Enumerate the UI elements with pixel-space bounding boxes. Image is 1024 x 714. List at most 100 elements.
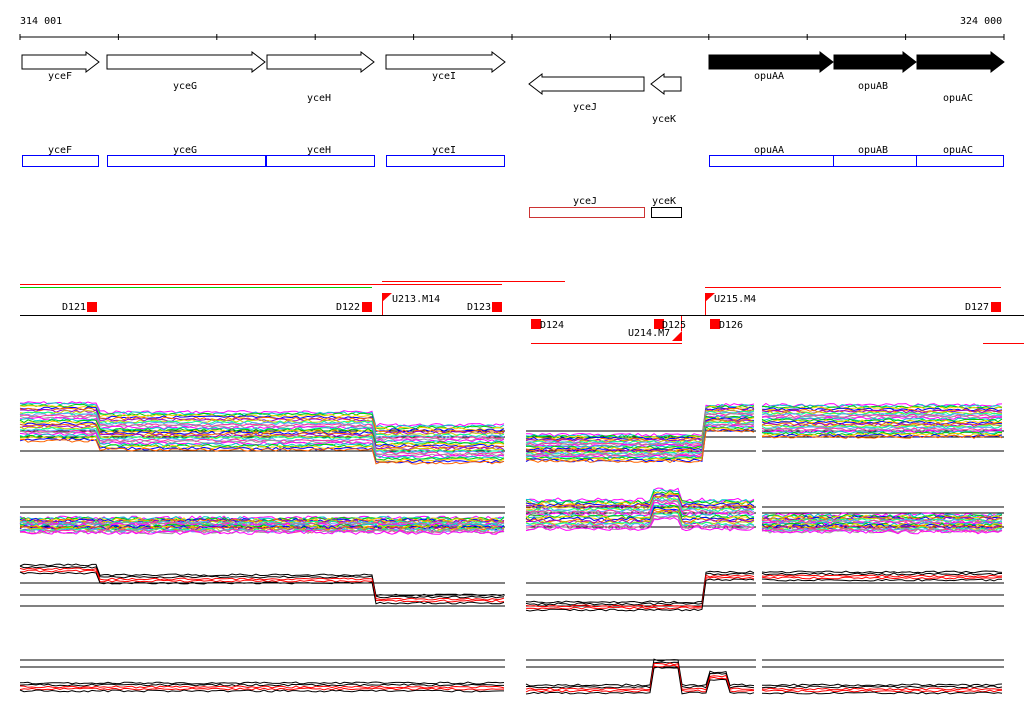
gene-arrow-opuAB[interactable]: [833, 50, 917, 74]
feature-label: D125: [662, 320, 686, 331]
gene-label: yceJ: [573, 196, 597, 207]
expression-line: [19, 689, 504, 693]
promoter-U214-flag-icon[interactable]: [672, 331, 682, 341]
expression-line: [525, 574, 755, 608]
expression-line: [19, 418, 505, 444]
expression-line: [525, 496, 755, 512]
expression-line: [761, 523, 1003, 529]
gene-box-opuAB[interactable]: [833, 155, 917, 167]
ruler-end-label: 324 000: [960, 16, 1002, 27]
expression-line: [525, 666, 755, 695]
expression-line: [526, 403, 755, 438]
expression-line: [525, 487, 755, 503]
gene-label: yceF: [48, 145, 72, 156]
feature-label: U213.M14: [392, 294, 440, 305]
gene-box-yceH[interactable]: [266, 155, 375, 167]
expression-line: [19, 569, 505, 603]
expression-line: [525, 662, 755, 691]
terminator-D122-marker[interactable]: [362, 302, 372, 312]
expression-line: [525, 423, 755, 458]
terminator-D121-marker[interactable]: [87, 302, 97, 312]
terminator-D126-marker[interactable]: [710, 319, 720, 329]
feature-track: D121 D122 U213.M14 D123 D124 D125 U214.M…: [20, 281, 1024, 344]
feature-label: D121: [62, 302, 86, 313]
terminator-D127-marker[interactable]: [991, 302, 1001, 312]
expression-line: [525, 576, 755, 610]
gene-label: yceK: [652, 114, 676, 125]
expression-line: [19, 425, 505, 452]
terminator-D124-marker[interactable]: [531, 319, 541, 329]
gene-arrow-opuAC[interactable]: [916, 50, 1005, 74]
gene-label: opuAB: [858, 81, 888, 92]
expression-line: [525, 429, 755, 464]
expression-line: [525, 572, 755, 606]
expression-line: [19, 681, 505, 685]
expression-line: [761, 406, 1003, 411]
gene-label: opuAC: [943, 93, 973, 104]
gene-box-yceK[interactable]: [651, 207, 682, 218]
promoter-U215-flag-icon[interactable]: [705, 293, 715, 302]
gene-box-opuAA[interactable]: [709, 155, 834, 167]
gene-box-yceG[interactable]: [107, 155, 266, 167]
expression-line: [525, 500, 754, 516]
expression-line: [525, 496, 755, 513]
promoter-U213-flag-icon[interactable]: [382, 293, 392, 302]
expression-profiles: [19, 401, 1004, 695]
expression-line: [761, 683, 1003, 687]
expression-line: [761, 570, 1003, 574]
expression-line: [761, 572, 1002, 576]
gene-arrow-yceK[interactable]: [650, 72, 682, 96]
terminator-D123-marker[interactable]: [492, 302, 502, 312]
gene-box-yceJ[interactable]: [529, 207, 645, 218]
gene-box-yceF[interactable]: [22, 155, 99, 167]
gene-arrow-yceF[interactable]: [21, 50, 100, 74]
gene-box-labels-forward: yceF yceG yceH yceI opuAA opuAB opuAC: [48, 145, 973, 156]
gene-arrow-yceG[interactable]: [106, 50, 266, 74]
expression-line: [19, 683, 504, 687]
feature-label: D124: [540, 320, 564, 331]
gene-label: opuAC: [943, 145, 973, 156]
expression-line: [19, 436, 505, 463]
expression-line: [19, 410, 505, 436]
expression-line: [761, 417, 1003, 422]
expression-line: [761, 409, 1003, 414]
expression-line: [525, 416, 755, 451]
gene-box-yceI[interactable]: [386, 155, 505, 167]
gene-arrow-opuAA[interactable]: [708, 50, 834, 74]
terminator-D125-marker[interactable]: [654, 319, 664, 329]
expression-line: [20, 414, 505, 441]
expression-line: [19, 685, 505, 689]
coordinate-ruler: 314 001 324 000: [19, 16, 1005, 40]
expression-line: [525, 407, 755, 442]
expression-line: [19, 421, 505, 448]
expression-line: [761, 576, 1003, 580]
expression-line: [19, 565, 505, 599]
expression-line: [761, 526, 1003, 532]
gene-box-opuAC[interactable]: [916, 155, 1004, 167]
expression-line: [19, 407, 505, 434]
expression-line: [19, 415, 505, 442]
expression-line: [525, 514, 755, 530]
expression-line: [761, 415, 1003, 420]
feature-label: U214.M7: [628, 328, 670, 339]
gene-arrows-track: [21, 50, 1005, 96]
expression-line: [525, 515, 755, 531]
expression-line: [19, 571, 505, 605]
expression-line: [761, 689, 1003, 693]
expression-line: [19, 567, 505, 601]
gene-arrow-yceI[interactable]: [385, 50, 506, 74]
expression-line: [19, 563, 505, 597]
gene-label: yceH: [307, 93, 331, 104]
gene-label: yceK: [652, 196, 676, 207]
expression-line: [761, 424, 1003, 429]
expression-line: [19, 423, 505, 450]
gene-boxes-reverse: yceJ yceK: [529, 196, 682, 218]
gene-label: yceI: [432, 71, 456, 82]
gene-arrow-yceJ[interactable]: [528, 72, 645, 96]
gene-arrow-yceH[interactable]: [266, 50, 375, 74]
expression-line: [19, 428, 505, 454]
expression-line: [761, 426, 1003, 431]
expression-line: [525, 488, 755, 504]
gene-arrow-labels: yceF yceG yceH yceI yceJ yceK opuAA opuA…: [48, 71, 973, 125]
expression-line: [19, 419, 505, 446]
